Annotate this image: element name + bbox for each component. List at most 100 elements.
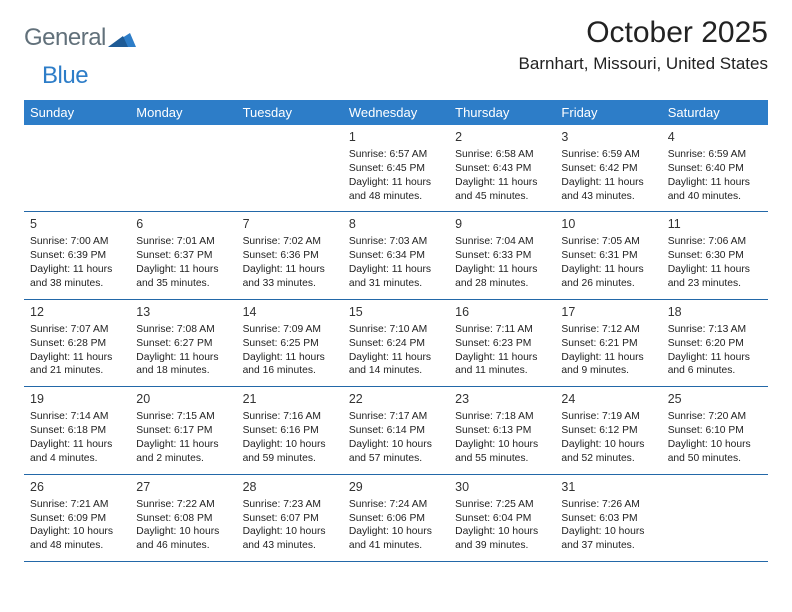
- day-cell: 6Sunrise: 7:01 AMSunset: 6:37 PMDaylight…: [130, 212, 236, 298]
- sunset-text: Sunset: 6:13 PM: [455, 424, 549, 438]
- daylight1-text: Daylight: 10 hours: [136, 525, 230, 539]
- week-row: 1Sunrise: 6:57 AMSunset: 6:45 PMDaylight…: [24, 125, 768, 212]
- calendar: Sunday Monday Tuesday Wednesday Thursday…: [24, 100, 768, 562]
- daylight2-text: and 21 minutes.: [30, 364, 124, 378]
- daylight1-text: Daylight: 11 hours: [561, 351, 655, 365]
- sunrise-text: Sunrise: 7:19 AM: [561, 410, 655, 424]
- day-number: 28: [243, 479, 337, 496]
- day-number: 1: [349, 129, 443, 146]
- daylight1-text: Daylight: 10 hours: [243, 438, 337, 452]
- day-cell: 28Sunrise: 7:23 AMSunset: 6:07 PMDayligh…: [237, 475, 343, 561]
- sunset-text: Sunset: 6:25 PM: [243, 337, 337, 351]
- week-row: 26Sunrise: 7:21 AMSunset: 6:09 PMDayligh…: [24, 475, 768, 562]
- daylight1-text: Daylight: 11 hours: [136, 438, 230, 452]
- daylight1-text: Daylight: 10 hours: [668, 438, 762, 452]
- day-cell: 8Sunrise: 7:03 AMSunset: 6:34 PMDaylight…: [343, 212, 449, 298]
- sunset-text: Sunset: 6:36 PM: [243, 249, 337, 263]
- daylight2-text: and 2 minutes.: [136, 452, 230, 466]
- day-number: 10: [561, 216, 655, 233]
- day-number: 18: [668, 304, 762, 321]
- day-number: 31: [561, 479, 655, 496]
- day-number: 14: [243, 304, 337, 321]
- day-cell: 17Sunrise: 7:12 AMSunset: 6:21 PMDayligh…: [555, 300, 661, 386]
- sunset-text: Sunset: 6:16 PM: [243, 424, 337, 438]
- daylight2-text: and 28 minutes.: [455, 277, 549, 291]
- logo-text-general: General: [24, 24, 106, 52]
- sunset-text: Sunset: 6:24 PM: [349, 337, 443, 351]
- day-cell: 21Sunrise: 7:16 AMSunset: 6:16 PMDayligh…: [237, 387, 343, 473]
- daylight1-text: Daylight: 10 hours: [243, 525, 337, 539]
- sunrise-text: Sunrise: 7:11 AM: [455, 323, 549, 337]
- daylight2-text: and 39 minutes.: [455, 539, 549, 553]
- day-number: 22: [349, 391, 443, 408]
- sunset-text: Sunset: 6:21 PM: [561, 337, 655, 351]
- day-cell: 11Sunrise: 7:06 AMSunset: 6:30 PMDayligh…: [662, 212, 768, 298]
- logo: General: [24, 24, 136, 52]
- sunset-text: Sunset: 6:04 PM: [455, 512, 549, 526]
- sunset-text: Sunset: 6:42 PM: [561, 162, 655, 176]
- sunset-text: Sunset: 6:18 PM: [30, 424, 124, 438]
- daylight1-text: Daylight: 10 hours: [349, 525, 443, 539]
- dow-monday: Monday: [130, 100, 236, 125]
- daylight1-text: Daylight: 11 hours: [30, 263, 124, 277]
- sunrise-text: Sunrise: 6:57 AM: [349, 148, 443, 162]
- daylight2-text: and 52 minutes.: [561, 452, 655, 466]
- day-cell: 3Sunrise: 6:59 AMSunset: 6:42 PMDaylight…: [555, 125, 661, 211]
- sunset-text: Sunset: 6:39 PM: [30, 249, 124, 263]
- sunset-text: Sunset: 6:14 PM: [349, 424, 443, 438]
- sunrise-text: Sunrise: 7:14 AM: [30, 410, 124, 424]
- daylight2-text: and 38 minutes.: [30, 277, 124, 291]
- day-cell: 18Sunrise: 7:13 AMSunset: 6:20 PMDayligh…: [662, 300, 768, 386]
- sunset-text: Sunset: 6:43 PM: [455, 162, 549, 176]
- day-number: 26: [30, 479, 124, 496]
- sunset-text: Sunset: 6:28 PM: [30, 337, 124, 351]
- title-block: October 2025 Barnhart, Missouri, United …: [519, 16, 768, 74]
- daylight1-text: Daylight: 11 hours: [455, 176, 549, 190]
- daylight2-text: and 11 minutes.: [455, 364, 549, 378]
- sunrise-text: Sunrise: 7:01 AM: [136, 235, 230, 249]
- daylight1-text: Daylight: 11 hours: [668, 263, 762, 277]
- daylight1-text: Daylight: 11 hours: [243, 263, 337, 277]
- daylight2-text: and 14 minutes.: [349, 364, 443, 378]
- day-number: 20: [136, 391, 230, 408]
- daylight2-text: and 18 minutes.: [136, 364, 230, 378]
- day-cell: 19Sunrise: 7:14 AMSunset: 6:18 PMDayligh…: [24, 387, 130, 473]
- sunset-text: Sunset: 6:09 PM: [30, 512, 124, 526]
- day-cell: 20 Sunrise: 7:15 AMSunset: 6:17 PMDayligh…: [130, 387, 236, 473]
- sunset-text: Sunset: 6:17 PM: [136, 424, 230, 438]
- sunset-text: Sunset: 6:30 PM: [668, 249, 762, 263]
- sunrise-text: Sunrise: 7:08 AM: [136, 323, 230, 337]
- dow-saturday: Saturday: [662, 100, 768, 125]
- day-cell: 23Sunrise: 7:18 AMSunset: 6:13 PMDayligh…: [449, 387, 555, 473]
- day-cell: 24Sunrise: 7:19 AMSunset: 6:12 PMDayligh…: [555, 387, 661, 473]
- sunrise-text: Sunrise: 7:10 AM: [349, 323, 443, 337]
- day-cell: 12Sunrise: 7:07 AMSunset: 6:28 PMDayligh…: [24, 300, 130, 386]
- sunrise-text: Sunrise: 7:24 AM: [349, 498, 443, 512]
- sunset-text: Sunset: 6:20 PM: [668, 337, 762, 351]
- dow-tuesday: Tuesday: [237, 100, 343, 125]
- dow-sunday: Sunday: [24, 100, 130, 125]
- sunrise-text: Sunrise: 6:59 AM: [668, 148, 762, 162]
- daylight2-text: and 41 minutes.: [349, 539, 443, 553]
- day-number: 19: [30, 391, 124, 408]
- sunset-text: Sunset: 6:06 PM: [349, 512, 443, 526]
- daylight1-text: Daylight: 10 hours: [561, 438, 655, 452]
- dow-friday: Friday: [555, 100, 661, 125]
- day-number: 6: [136, 216, 230, 233]
- daylight1-text: Daylight: 11 hours: [455, 263, 549, 277]
- day-number: 25: [668, 391, 762, 408]
- day-number: 12: [30, 304, 124, 321]
- sunrise-text: Sunrise: 7:15 AM: [136, 410, 230, 424]
- dow-wednesday: Wednesday: [343, 100, 449, 125]
- daylight1-text: Daylight: 11 hours: [561, 263, 655, 277]
- daylight1-text: Daylight: 10 hours: [349, 438, 443, 452]
- sunset-text: Sunset: 6:23 PM: [455, 337, 549, 351]
- daylight2-text: and 46 minutes.: [136, 539, 230, 553]
- daylight1-text: Daylight: 10 hours: [455, 525, 549, 539]
- daylight1-text: Daylight: 11 hours: [136, 263, 230, 277]
- dow-thursday: Thursday: [449, 100, 555, 125]
- day-number: 2: [455, 129, 549, 146]
- daylight1-text: Daylight: 11 hours: [349, 263, 443, 277]
- day-cell: 4Sunrise: 6:59 AMSunset: 6:40 PMDaylight…: [662, 125, 768, 211]
- day-number: 16: [455, 304, 549, 321]
